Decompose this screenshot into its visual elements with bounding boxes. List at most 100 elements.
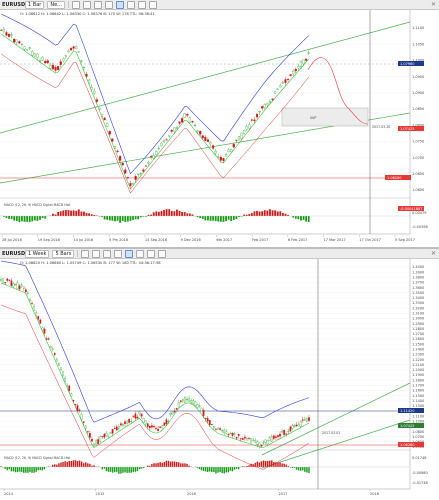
price-axis-label: 1.1000 <box>412 419 424 423</box>
candle-body <box>186 399 188 401</box>
candle-body <box>279 433 281 437</box>
macd-bar <box>64 461 66 467</box>
candle-body <box>31 51 34 56</box>
macd-bar <box>138 467 141 470</box>
price-levels <box>0 266 410 448</box>
chart-panel-daily[interactable]: EURUSD 1 Bar Ne... ✕ O: 1.06612 H: 1.066… <box>0 0 439 249</box>
candle-body <box>155 427 157 429</box>
macd-bar <box>256 210 258 216</box>
text-tool-icon[interactable] <box>137 0 146 9</box>
symbol-label[interactable]: EURUSD <box>2 1 26 8</box>
macd-bar <box>85 212 88 216</box>
macd-bar <box>204 216 207 221</box>
zoom-out-icon[interactable] <box>104 0 113 9</box>
candle-body <box>10 280 13 286</box>
macd-bar <box>204 467 207 472</box>
candle-body <box>193 125 197 126</box>
macd-bar <box>57 211 60 216</box>
macd-bar <box>126 216 129 222</box>
crosshair-icon[interactable] <box>82 0 91 9</box>
candle-body <box>130 420 133 422</box>
macd-bar <box>274 210 277 216</box>
macd-bar <box>33 216 36 221</box>
zoom-in-icon[interactable] <box>93 0 102 9</box>
fib-tool-icon[interactable] <box>126 0 135 9</box>
candle-body <box>20 284 23 286</box>
close-icon[interactable]: ✕ <box>430 250 436 257</box>
line-tool-icon[interactable] <box>125 249 134 258</box>
time-axis-label: 5 Pm 2016 <box>109 238 128 242</box>
candle-body <box>62 58 65 62</box>
macd-bar <box>51 464 54 467</box>
timeframe-select[interactable]: 1 Bar <box>25 0 45 9</box>
tool-select[interactable]: 5 Bars <box>52 249 75 258</box>
time-axis-label: 28 Jul 2016 <box>2 238 22 242</box>
candle-body <box>45 338 48 340</box>
candle-body <box>168 135 171 137</box>
macd-bar <box>217 216 220 222</box>
settings-icon[interactable] <box>148 0 157 9</box>
cursor-icon[interactable] <box>81 249 90 258</box>
macd-bar <box>6 467 8 471</box>
macd-bar <box>308 467 310 474</box>
candle-body <box>80 414 83 420</box>
macd-bar <box>52 213 54 216</box>
macd-bar <box>243 214 246 216</box>
fib-tool-icon[interactable] <box>136 249 145 258</box>
macd-bar <box>253 211 256 216</box>
candle-body <box>64 55 67 57</box>
candle-body <box>302 59 305 65</box>
timeframe-select[interactable]: 1 Week <box>25 249 50 258</box>
cursor-icon[interactable] <box>71 0 80 9</box>
candle-body <box>22 286 25 289</box>
tool-select[interactable]: Ne... <box>47 0 65 9</box>
macd-bar <box>126 467 128 473</box>
candle-body <box>49 65 52 69</box>
candle-body <box>51 64 55 70</box>
macd-bar <box>182 463 184 467</box>
candle-body <box>235 436 238 439</box>
macd-bar <box>242 466 244 467</box>
macd-bar <box>111 216 114 221</box>
macd-bar <box>271 460 273 467</box>
settings-icon[interactable] <box>158 249 167 258</box>
candle-body <box>5 32 8 36</box>
candle-body <box>58 363 60 366</box>
candle-body <box>103 433 106 438</box>
macd-bar <box>209 467 211 472</box>
price-axis-label: 1.3300 <box>412 301 424 305</box>
candle-body <box>260 445 263 447</box>
macd-bar <box>252 464 254 467</box>
macd-bar <box>157 211 160 216</box>
price-axis-label: 1.0700 <box>412 435 424 439</box>
time-axis-label: Feb 2017 <box>252 238 268 242</box>
candle-body <box>275 436 277 438</box>
line-tool-icon[interactable] <box>115 0 124 9</box>
crosshair-icon[interactable] <box>92 249 101 258</box>
close-icon[interactable]: ✕ <box>430 1 436 8</box>
text-tool-icon[interactable] <box>147 249 156 258</box>
zoom-out-icon[interactable] <box>114 249 123 258</box>
macd-bar <box>299 467 302 471</box>
macd-bar <box>113 467 116 472</box>
macd-bar <box>178 462 180 467</box>
candle-body <box>303 419 306 421</box>
candle-body <box>299 60 303 68</box>
macd-bar <box>0 466 2 467</box>
symbol-label[interactable]: EURUSD <box>2 250 26 257</box>
candle-body <box>18 285 21 290</box>
macd-bar <box>250 463 252 467</box>
price-axis-label: 1.1700 <box>412 383 424 387</box>
macd-bar <box>119 216 122 223</box>
price-axis-label: 1.2100 <box>412 363 424 367</box>
candle-body <box>82 421 85 423</box>
candle-body <box>66 384 69 387</box>
macd-bar <box>155 211 158 216</box>
zoom-in-icon[interactable] <box>103 249 112 258</box>
candle-body <box>136 416 139 419</box>
macd-bar <box>263 210 266 216</box>
chart-panel-weekly[interactable]: EURUSD 1 Week 5 Bars ✕ O: 1.06620 H: 1.0… <box>0 249 439 500</box>
time-axis-label: 2015 <box>96 492 105 496</box>
macd-bar <box>72 460 75 467</box>
candle-body <box>210 424 213 426</box>
